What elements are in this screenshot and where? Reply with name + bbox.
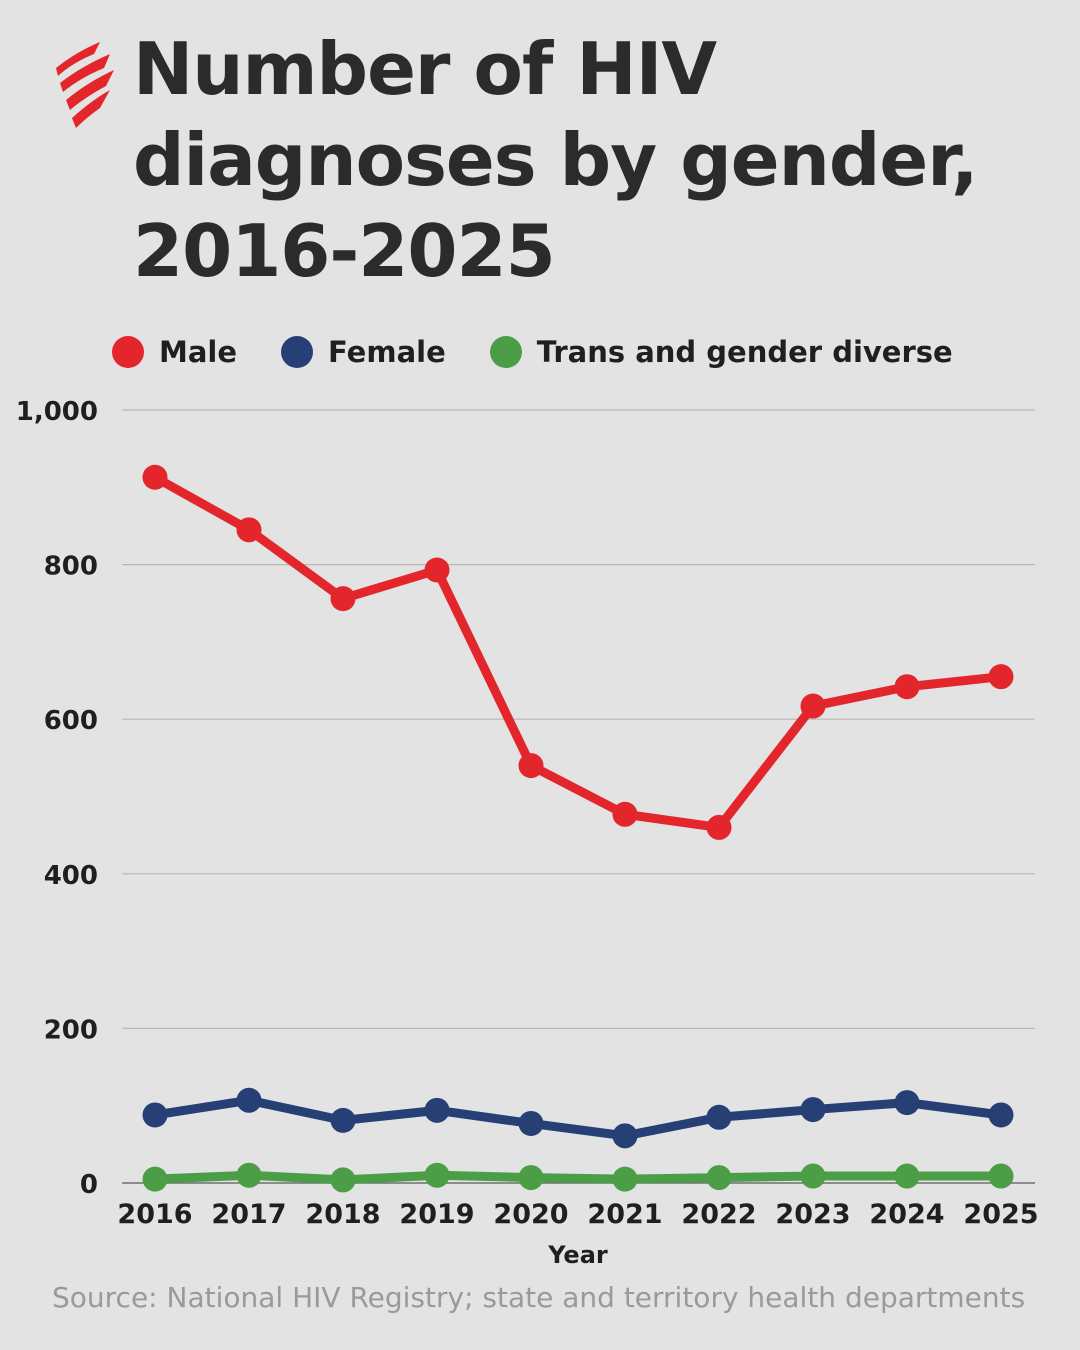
data-point-female xyxy=(988,1102,1014,1128)
chart-legend: Male Female Trans and gender diverse xyxy=(112,334,997,370)
data-point-trans-and-gender-diverse xyxy=(142,1166,168,1192)
x-axis-label: Year xyxy=(547,1241,608,1269)
x-tick-label: 2020 xyxy=(493,1199,568,1230)
data-point-male xyxy=(518,753,544,779)
data-point-trans-and-gender-diverse xyxy=(800,1163,826,1189)
data-point-female xyxy=(800,1097,826,1123)
x-tick-label: 2022 xyxy=(681,1199,756,1230)
chart-title: Number of HIV diagnoses by gender, 2016-… xyxy=(133,24,1053,297)
data-point-female xyxy=(142,1102,168,1128)
legend-marker-female xyxy=(281,336,314,368)
y-tick-label: 1,000 xyxy=(16,397,98,427)
data-point-trans-and-gender-diverse xyxy=(894,1163,920,1189)
title-line-3: 2016-2025 xyxy=(133,209,556,293)
data-point-male xyxy=(894,674,920,700)
x-tick-label: 2025 xyxy=(963,1199,1038,1230)
legend-marker-male xyxy=(112,336,144,368)
y-tick-label: 400 xyxy=(44,861,98,891)
y-tick-label: 800 xyxy=(44,552,98,582)
data-point-male xyxy=(612,801,638,827)
data-point-male xyxy=(800,693,826,719)
title-line-1: Number of HIV xyxy=(133,27,717,111)
y-tick-label: 200 xyxy=(44,1015,98,1045)
legend-item-female: Female xyxy=(281,335,446,369)
data-point-female xyxy=(612,1123,638,1149)
x-tick-label: 2016 xyxy=(117,1199,192,1230)
series-line-male xyxy=(150,472,1006,832)
data-point-trans-and-gender-diverse xyxy=(424,1162,450,1188)
data-point-female xyxy=(236,1087,262,1113)
legend-label-male: Male xyxy=(159,335,238,369)
data-point-female xyxy=(706,1104,732,1130)
sbs-logo-icon xyxy=(56,42,114,128)
data-point-male xyxy=(330,586,356,612)
y-tick-label: 600 xyxy=(44,706,98,736)
title-line-2: diagnoses by gender, xyxy=(133,118,979,202)
data-point-male xyxy=(142,464,168,490)
data-point-trans-and-gender-diverse xyxy=(330,1167,356,1193)
x-tick-label: 2018 xyxy=(305,1199,380,1230)
legend-item-male: Male xyxy=(112,335,237,369)
data-point-female xyxy=(894,1090,920,1116)
data-point-female xyxy=(518,1110,544,1136)
data-point-female xyxy=(424,1097,450,1123)
series-line-female xyxy=(150,1095,1006,1141)
x-tick-label: 2023 xyxy=(775,1199,850,1230)
data-point-male xyxy=(236,517,262,543)
x-tick-label: 2024 xyxy=(869,1199,944,1230)
data-point-male xyxy=(706,814,732,840)
source-note: Source: National HIV Registry; state and… xyxy=(52,1281,1026,1314)
x-tick-label: 2017 xyxy=(211,1199,286,1230)
data-point-trans-and-gender-diverse xyxy=(236,1162,262,1188)
legend-label-trans: Trans and gender diverse xyxy=(536,335,953,369)
line-chart: 0 200 400 600 800 1,000 2016 2017 2018 2019 2020 2… xyxy=(16,397,1039,1269)
y-tick-label: 0 xyxy=(80,1170,98,1200)
data-point-male xyxy=(424,557,450,583)
data-point-trans-and-gender-diverse xyxy=(706,1165,732,1191)
x-tick-label: 2019 xyxy=(399,1199,474,1230)
data-point-male xyxy=(988,664,1014,690)
data-point-trans-and-gender-diverse xyxy=(988,1163,1014,1189)
x-tick-label: 2021 xyxy=(587,1199,662,1230)
legend-item-trans: Trans and gender diverse xyxy=(489,335,953,369)
series-line-trans-and-gender-diverse xyxy=(150,1170,1006,1185)
data-point-trans-and-gender-diverse xyxy=(518,1165,544,1191)
legend-label-female: Female xyxy=(328,335,446,369)
data-point-female xyxy=(330,1107,356,1133)
data-point-trans-and-gender-diverse xyxy=(612,1166,638,1192)
legend-marker-trans xyxy=(489,336,522,368)
